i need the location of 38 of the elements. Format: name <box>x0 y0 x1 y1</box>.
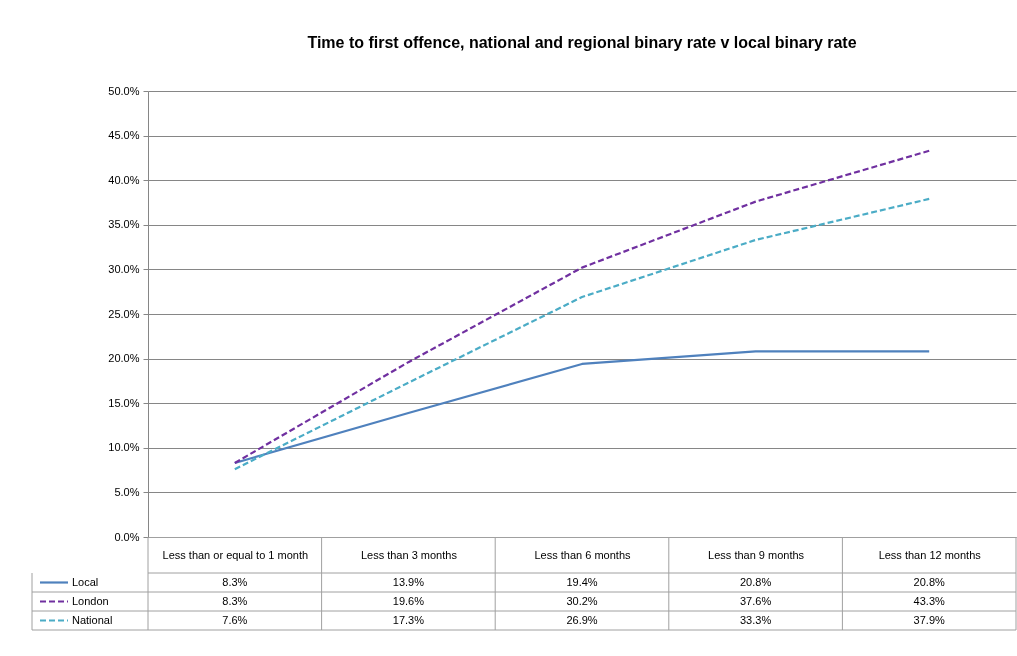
data-label: 17.3% <box>392 613 425 626</box>
x-tick-label: Less than 6 months <box>534 548 631 561</box>
x-tick-label: Less than or equal to 1 month <box>162 548 309 561</box>
y-tick-label: 0.0% <box>114 530 140 543</box>
legend-label: National <box>72 613 113 626</box>
data-label: 43.3% <box>913 594 946 607</box>
x-tick-label: Less than 12 months <box>878 548 982 561</box>
data-label: 19.4% <box>566 575 598 588</box>
data-label: 37.6% <box>740 594 772 607</box>
y-tick-label: 35.0% <box>108 218 140 231</box>
legend-label: Local <box>72 575 99 588</box>
y-tick-label: 20.0% <box>108 352 140 365</box>
y-tick-label: 10.0% <box>108 441 140 454</box>
data-label: 7.6% <box>222 613 248 626</box>
data-label: 37.9% <box>913 613 946 626</box>
y-tick-label: 40.0% <box>108 173 140 186</box>
data-label: 8.3% <box>222 594 248 607</box>
x-tick-label: Less than 3 months <box>360 548 458 561</box>
data-label: 30.2% <box>566 594 598 607</box>
y-tick-label: 15.0% <box>108 396 140 409</box>
data-label: 19.6% <box>392 594 425 607</box>
chart-title: Time to first offence, national and regional binary rate v local binary rate <box>307 34 857 51</box>
y-tick-label: 30.0% <box>108 262 140 275</box>
data-label: 20.8% <box>913 575 946 588</box>
y-tick-label: 25.0% <box>108 307 140 320</box>
y-tick-label: 50.0% <box>108 84 140 97</box>
legend-label: London <box>72 594 109 607</box>
data-label: 26.9% <box>566 613 598 626</box>
y-tick-label: 5.0% <box>114 485 140 498</box>
line-series <box>233 149 931 465</box>
data-label: 8.3% <box>222 575 248 588</box>
data-label: 20.8% <box>740 575 772 588</box>
y-tick-label: 45.0% <box>108 129 140 142</box>
x-tick-label: Less than 9 months <box>708 548 805 561</box>
line-series <box>233 197 931 471</box>
data-label: 33.3% <box>740 613 772 626</box>
line-series <box>233 350 931 465</box>
data-label: 13.9% <box>392 575 425 588</box>
